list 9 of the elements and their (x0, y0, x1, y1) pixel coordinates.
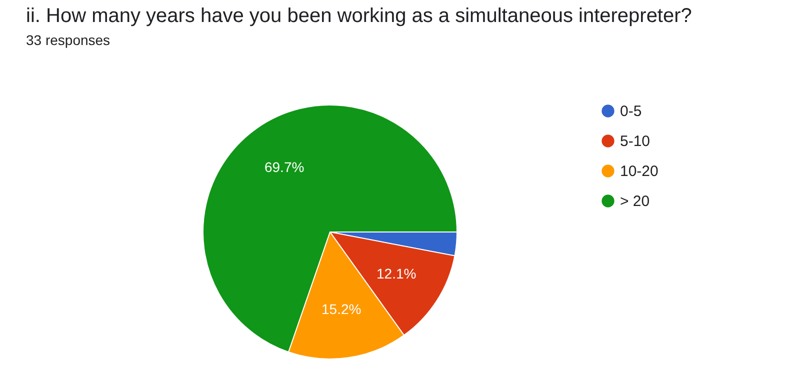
legend-label: 10-20 (620, 163, 658, 180)
legend-label: > 20 (620, 193, 650, 210)
text: 33 responses (26, 32, 110, 48)
legend-label: 5-10 (620, 133, 650, 150)
data-label: 69.7% (264, 158, 304, 175)
data-label: 12.1% (376, 265, 416, 282)
chart-title: ii. How many years have you been working as a simultaneous interepreter? (26, 5, 692, 27)
legend-label: 0-5 (620, 103, 642, 120)
data-label: 15.2% (321, 300, 362, 317)
